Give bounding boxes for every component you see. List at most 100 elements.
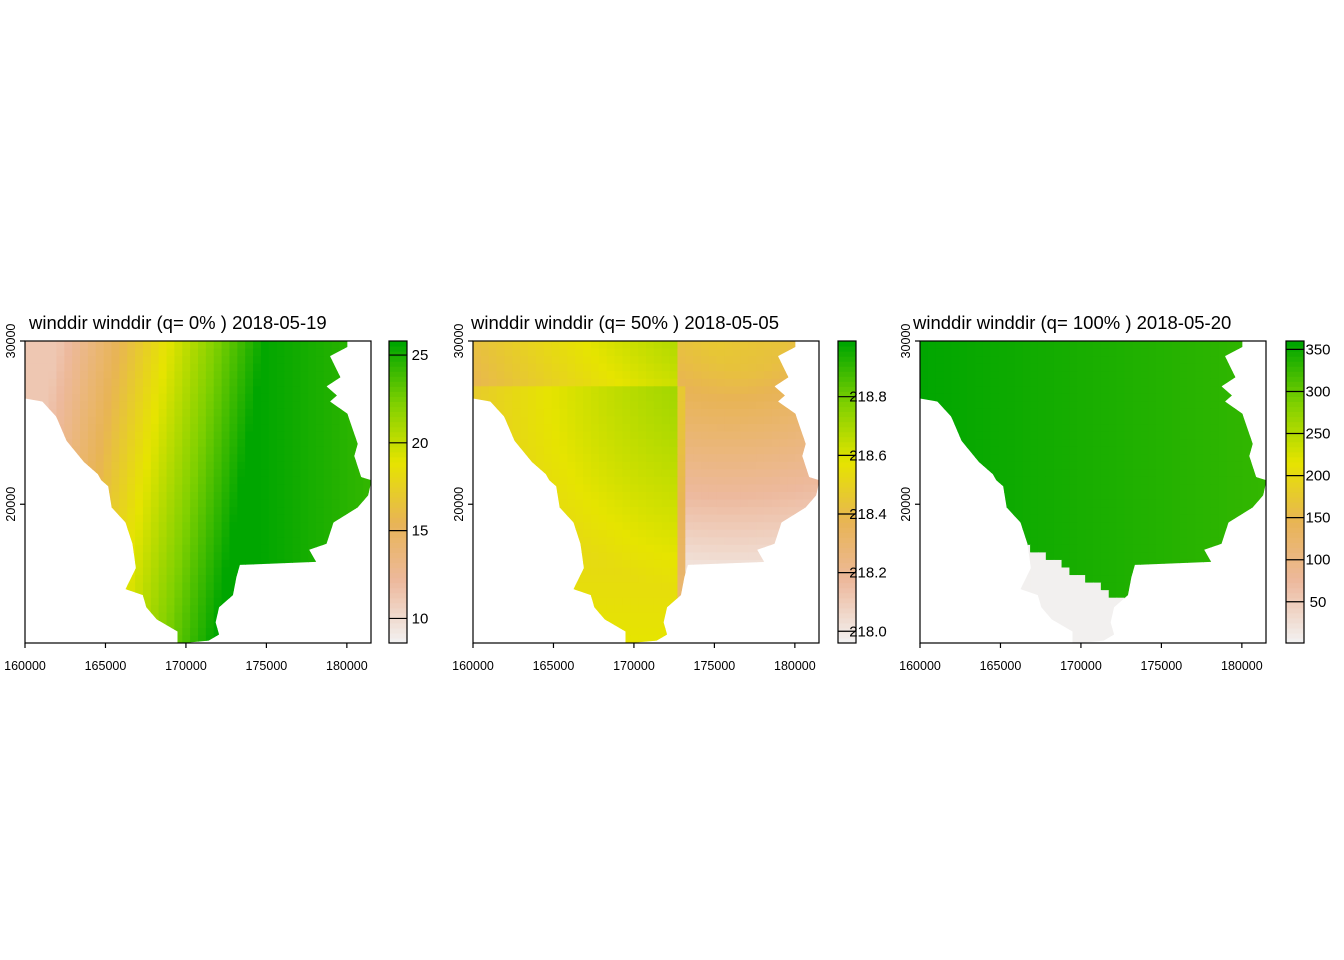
raster-cell — [245, 529, 254, 538]
raster-cell — [347, 476, 356, 486]
raster-cell — [716, 507, 726, 516]
raster-cell — [959, 393, 968, 402]
raster-cell — [253, 371, 262, 380]
raster-cell — [943, 363, 953, 372]
raster-cell — [1132, 529, 1141, 538]
raster-cell — [787, 499, 797, 508]
raster-cell — [1108, 393, 1118, 402]
raster-cell — [1037, 529, 1047, 538]
raster-cell — [732, 401, 741, 410]
raster-cell — [480, 575, 490, 584]
raster-cell — [182, 371, 191, 380]
raster-cell — [205, 575, 215, 584]
raster-cell — [630, 476, 639, 486]
raster-cell — [174, 499, 183, 508]
raster-cell — [276, 401, 286, 410]
raster-cell — [1250, 492, 1259, 501]
raster-cell — [669, 575, 679, 584]
raster-cell — [1116, 446, 1126, 455]
raster-cell — [528, 544, 537, 553]
raster-cell — [119, 582, 128, 591]
raster-cell — [967, 356, 976, 365]
raster-cell — [315, 582, 325, 591]
raster-cell — [669, 386, 679, 395]
raster-cell — [48, 386, 58, 395]
raster-cell — [331, 514, 341, 523]
raster-cell — [661, 492, 671, 501]
raster-cell — [1203, 469, 1212, 478]
raster-cell — [1195, 544, 1204, 553]
raster-cell — [142, 590, 152, 599]
raster-cell — [308, 635, 317, 644]
raster-cell — [614, 635, 624, 644]
raster-cell — [347, 552, 356, 561]
raster-cell — [1195, 363, 1204, 372]
raster-cell — [1155, 552, 1165, 561]
raster-cell — [567, 393, 576, 402]
raster-cell — [363, 552, 372, 561]
raster-cell — [669, 461, 679, 470]
raster-cell — [716, 492, 726, 501]
raster-cell — [756, 378, 765, 387]
raster-cell — [1203, 492, 1212, 501]
legend-swatch — [389, 386, 407, 392]
raster-cell — [300, 582, 309, 591]
raster-cell — [1124, 348, 1133, 357]
raster-cell — [260, 522, 270, 531]
raster-cell — [1242, 499, 1251, 508]
raster-cell — [771, 627, 781, 637]
raster-cell — [221, 529, 231, 538]
raster-cell — [1124, 416, 1133, 425]
raster-cell — [87, 461, 97, 470]
raster-cell — [111, 484, 120, 493]
raster-cell — [198, 507, 207, 516]
raster-cell — [748, 522, 757, 531]
raster-cell — [1234, 446, 1244, 455]
raster-cell — [1053, 499, 1063, 508]
raster-cell — [245, 408, 254, 418]
raster-cell — [575, 439, 584, 448]
raster-cell — [748, 469, 757, 478]
raster-cell — [158, 605, 168, 614]
raster-cell — [229, 424, 238, 433]
raster-cell — [300, 439, 309, 448]
raster-cell — [1108, 522, 1118, 531]
raster-cell — [253, 484, 262, 493]
raster-cell — [724, 356, 734, 365]
raster-cell — [166, 348, 176, 357]
raster-cell — [638, 620, 647, 629]
legend-tick-label: 218.8 — [849, 389, 887, 406]
raster-cell — [174, 529, 183, 538]
raster-cell — [693, 408, 702, 418]
raster-cell — [1195, 424, 1204, 433]
raster-cell — [575, 605, 584, 614]
raster-cell — [347, 348, 356, 357]
raster-cell — [1053, 544, 1063, 553]
raster-cell — [771, 408, 781, 418]
raster-cell — [787, 612, 797, 621]
raster-cell — [967, 386, 976, 395]
raster-cell — [25, 544, 34, 553]
raster-cell — [920, 371, 929, 380]
raster-cell — [339, 469, 349, 478]
raster-cell — [308, 378, 317, 387]
raster-cell — [268, 499, 278, 508]
raster-cell — [935, 469, 945, 478]
raster-cell — [480, 393, 490, 402]
raster-cell — [803, 612, 812, 621]
raster-cell — [669, 476, 679, 486]
raster-cell — [229, 507, 238, 516]
raster-cell — [284, 567, 293, 576]
raster-cell — [998, 559, 1008, 569]
raster-cell — [284, 627, 293, 637]
raster-cell — [559, 529, 568, 538]
raster-cell — [943, 408, 953, 418]
raster-cell — [708, 424, 718, 433]
raster-cell — [363, 386, 372, 395]
raster-cell — [119, 499, 128, 508]
raster-cell — [80, 559, 89, 569]
raster-cell — [25, 461, 34, 470]
raster-cell — [724, 341, 734, 350]
raster-cell — [355, 424, 364, 433]
raster-cell — [174, 408, 183, 418]
